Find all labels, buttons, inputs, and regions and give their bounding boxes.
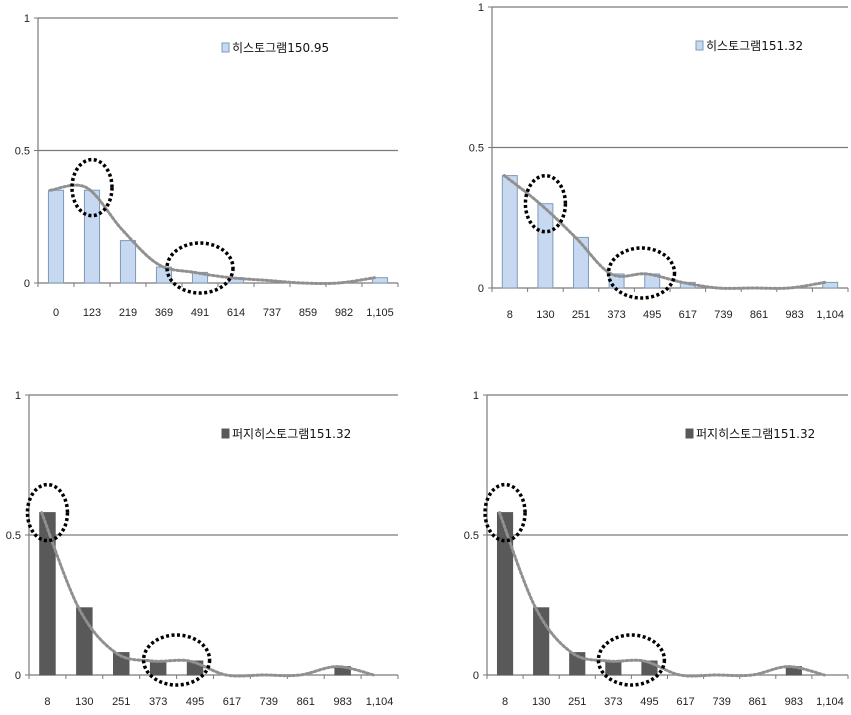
bar-373: [605, 660, 622, 676]
bar-130: [537, 203, 554, 289]
x-tick-label: 8: [507, 309, 513, 321]
bar-251: [573, 236, 589, 289]
x-tick-label: 617: [676, 696, 694, 708]
highlight-ellipse: [606, 246, 677, 300]
y-tick-label: 0.5: [464, 530, 479, 542]
x-tick-label: 614: [227, 307, 245, 319]
chart-panel-3: 0 0.5 1 8 130 251 373 495 617 739 861 983 1,104 퍼지히스토…: [6, 390, 399, 708]
x-tick-label: 861: [750, 309, 768, 321]
y-tick-label: 0: [473, 670, 479, 682]
chart-panel-2: 0 0.5 1 8 130 251 373 495 617 739 861 983 1,104 히스토그램…: [469, 2, 849, 321]
x-tick-label: 369: [155, 307, 173, 319]
x-tick-label: 130: [532, 696, 550, 708]
bar-219: [119, 240, 137, 284]
highlight-ellipse: [70, 157, 114, 218]
x-tick-label: 983: [785, 309, 803, 321]
x-tick-label: 1,104: [816, 309, 844, 321]
bar-1,104: [822, 281, 839, 289]
x-tick-label: 251: [572, 309, 590, 321]
x-tick-label: 219: [119, 307, 137, 319]
bar-1,105: [371, 277, 389, 284]
x-tick-label: 495: [643, 309, 661, 321]
y-tick-label: 0: [15, 670, 21, 682]
x-tick-label: 1,104: [816, 696, 844, 708]
y-tick-label: 0.5: [469, 143, 484, 155]
legend-swatch: [685, 428, 694, 439]
x-tick-label: 739: [260, 696, 278, 708]
bar-0: [47, 189, 65, 284]
legend-label: 퍼지히스토그램151.32: [232, 427, 351, 441]
y-tick-label: 1: [24, 13, 30, 25]
x-tick-label: 8: [44, 696, 50, 708]
y-tick-label: 1: [473, 390, 479, 402]
x-tick-label: 373: [149, 696, 167, 708]
x-tick-label: 982: [335, 307, 353, 319]
x-tick-label: 0: [53, 307, 59, 319]
legend-label: 퍼지히스토그램151.32: [696, 427, 815, 441]
x-tick-label: 251: [112, 696, 130, 708]
x-tick-label: 1,105: [366, 307, 394, 319]
highlight-ellipse: [25, 482, 70, 543]
x-tick-label: 737: [263, 307, 281, 319]
bar-8: [496, 512, 514, 676]
legend-swatch: [221, 428, 230, 439]
x-tick-label: 130: [536, 309, 554, 321]
trend-line: [502, 174, 827, 290]
trend-line: [48, 183, 376, 286]
x-tick-label: 617: [223, 696, 241, 708]
x-tick-label: 859: [299, 307, 317, 319]
y-tick-label: 0.5: [6, 530, 21, 542]
legend-label: 히스토그램150.95: [232, 41, 329, 55]
trend-line: [40, 511, 376, 678]
legend-swatch: [221, 42, 230, 53]
legend-label: 히스토그램151.32: [706, 39, 803, 53]
x-tick-label: 861: [297, 696, 315, 708]
y-tick-label: 1: [478, 2, 484, 14]
x-tick-label: 495: [640, 696, 658, 708]
chart-panel-1: 0 0.5 1 0 123 219 369 491 614 737 859 982 1,105 히스토그램…: [15, 13, 399, 319]
bar-373: [149, 660, 167, 676]
x-tick-label: 8: [502, 696, 508, 708]
x-tick-label: 251: [568, 696, 586, 708]
y-tick-label: 1: [15, 390, 21, 402]
bar-123: [83, 189, 101, 284]
y-tick-label: 0: [24, 278, 30, 290]
y-tick-label: 0.5: [15, 146, 30, 158]
x-tick-label: 1,104: [366, 696, 394, 708]
x-tick-label: 983: [333, 696, 351, 708]
x-tick-label: 130: [75, 696, 93, 708]
bar-8: [501, 175, 518, 289]
x-tick-label: 373: [607, 309, 625, 321]
x-tick-label: 495: [186, 696, 204, 708]
highlight-ellipse: [523, 173, 568, 234]
bar-8: [39, 512, 56, 676]
x-tick-label: 491: [191, 307, 209, 319]
x-tick-label: 739: [714, 309, 732, 321]
x-tick-label: 739: [712, 696, 730, 708]
chart-panel-4: 0 0.5 1 8 130 251 373 495 617 739 861 983 1,104 퍼지히스토…: [464, 390, 849, 708]
x-tick-label: 983: [785, 696, 803, 708]
x-tick-label: 617: [679, 309, 697, 321]
x-tick-label: 373: [604, 696, 622, 708]
highlight-ellipse: [141, 633, 212, 687]
trend-line: [497, 511, 826, 678]
legend-swatch: [695, 40, 704, 51]
y-tick-label: 0: [478, 283, 484, 295]
highlight-ellipse: [596, 633, 667, 687]
x-tick-label: 123: [83, 307, 101, 319]
highlight-ellipse: [165, 241, 235, 295]
highlight-ellipse: [483, 482, 527, 543]
x-tick-label: 861: [749, 696, 767, 708]
